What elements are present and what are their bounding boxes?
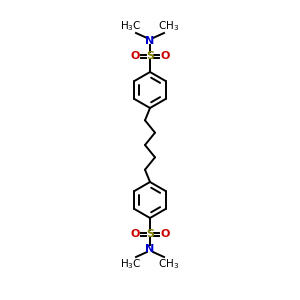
Text: S: S	[146, 51, 154, 61]
Text: O: O	[130, 51, 140, 61]
Text: O: O	[160, 229, 170, 239]
Text: S: S	[146, 229, 154, 239]
Text: N: N	[146, 244, 154, 254]
Text: O: O	[130, 229, 140, 239]
Text: $\mathregular{H_3C}$: $\mathregular{H_3C}$	[120, 19, 142, 33]
Text: N: N	[146, 36, 154, 46]
Text: $\mathregular{H_3C}$: $\mathregular{H_3C}$	[120, 257, 142, 271]
Text: $\mathregular{CH_3}$: $\mathregular{CH_3}$	[158, 257, 180, 271]
Text: O: O	[160, 51, 170, 61]
Text: $\mathregular{CH_3}$: $\mathregular{CH_3}$	[158, 19, 180, 33]
